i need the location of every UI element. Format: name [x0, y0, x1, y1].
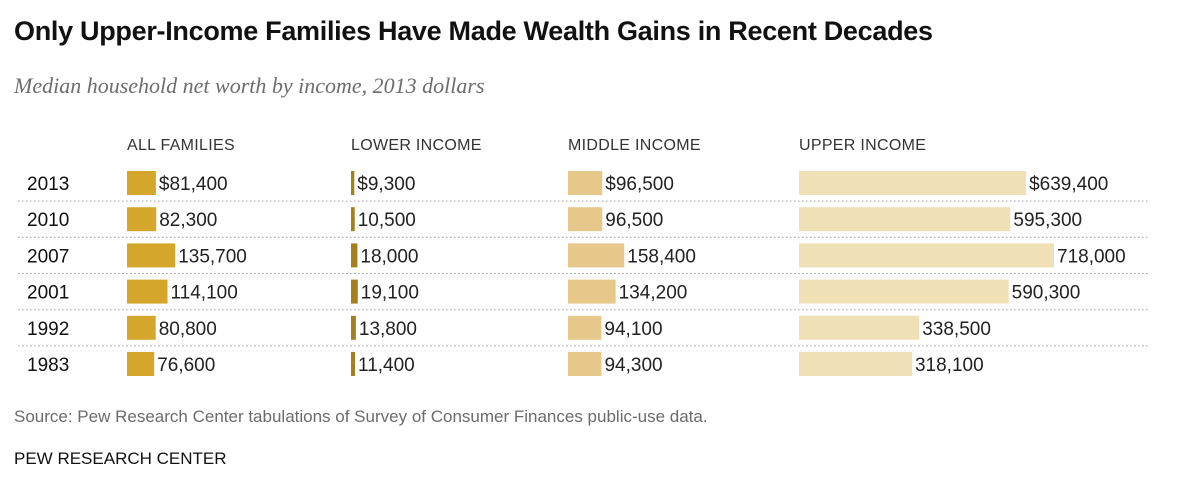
value-label: 11,400 [358, 355, 415, 376]
value-label: 94,100 [604, 319, 662, 340]
bar-upper-income-1992 [799, 315, 920, 340]
column-header-middle-income: MIDDLE INCOME [568, 137, 701, 154]
value-label: 338,500 [922, 319, 991, 340]
bar-all-families-2001 [127, 279, 168, 304]
value-label: 158,400 [627, 246, 696, 267]
bar-lower-income-1983 [351, 352, 356, 376]
value-label: 134,200 [619, 283, 688, 304]
bar-all-families-2007 [127, 243, 176, 268]
bar-middle-income-2010 [568, 207, 603, 232]
value-label: 590,300 [1012, 283, 1081, 304]
value-label: $81,400 [159, 174, 228, 195]
year-label: 1983 [27, 355, 69, 376]
bar-lower-income-2010 [351, 207, 355, 232]
year-label: 2010 [27, 210, 69, 231]
value-label: 18,000 [360, 246, 418, 267]
bar-upper-income-2013 [799, 171, 1027, 195]
value-label: 114,100 [171, 283, 238, 304]
value-label: 718,000 [1057, 246, 1126, 267]
column-header-lower-income: LOWER INCOME [351, 137, 482, 154]
value-label: $639,400 [1029, 174, 1108, 195]
value-label: 13,800 [359, 319, 417, 340]
bar-middle-income-2007 [568, 243, 625, 268]
year-label: 2001 [27, 283, 69, 304]
bar-lower-income-2001 [351, 279, 358, 304]
value-label: $9,300 [357, 174, 415, 195]
bar-all-families-1983 [127, 352, 155, 376]
source-note: Source: Pew Research Center tabulations … [14, 407, 708, 426]
bar-lower-income-2007 [351, 243, 358, 268]
value-label: 76,600 [157, 355, 215, 376]
bar-middle-income-2001 [568, 279, 616, 304]
bar-lower-income-2013 [351, 171, 355, 195]
bar-all-families-1992 [127, 315, 156, 340]
bar-middle-income-1983 [568, 352, 602, 376]
year-label: 2013 [27, 174, 69, 195]
value-label: 82,300 [159, 210, 217, 231]
year-label: 1992 [27, 319, 69, 340]
wealth-bar-chart: ALL FAMILIES LOWER INCOME MIDDLE INCOME UPP… [18, 137, 1148, 376]
value-label: 80,800 [159, 319, 217, 340]
value-label: 94,300 [604, 355, 662, 376]
bar-all-families-2010 [127, 207, 157, 232]
bar-all-families-2013 [127, 171, 156, 195]
bar-upper-income-2007 [799, 243, 1054, 268]
chart-subtitle: Median household net worth by income, 20… [14, 73, 485, 98]
value-label: 135,700 [178, 246, 247, 267]
column-header-upper-income: UPPER INCOME [799, 137, 926, 154]
value-label: 318,100 [915, 355, 984, 376]
column-header-all-families: ALL FAMILIES [127, 137, 235, 154]
value-label: 10,500 [358, 210, 416, 231]
bar-upper-income-2010 [799, 207, 1011, 232]
bar-upper-income-2001 [799, 279, 1009, 304]
bar-upper-income-1983 [799, 352, 912, 376]
bar-lower-income-1992 [351, 315, 356, 340]
chart-title: Only Upper-Income Families Have Made Wea… [14, 16, 933, 46]
bar-middle-income-2013 [568, 171, 603, 195]
value-label: 96,500 [605, 210, 663, 231]
value-label: 595,300 [1013, 210, 1082, 231]
credit-line: PEW RESEARCH CENTER [14, 449, 227, 468]
value-label: 19,100 [361, 283, 419, 304]
year-label: 2007 [27, 246, 69, 267]
value-label: $96,500 [605, 174, 674, 195]
bar-middle-income-1992 [568, 315, 602, 340]
